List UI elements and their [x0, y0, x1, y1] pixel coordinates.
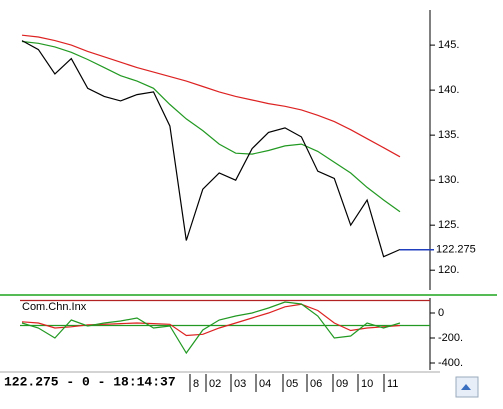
x-tick-label: 04 — [259, 378, 271, 390]
series-line — [21, 40, 401, 213]
series-line — [21, 40, 401, 258]
y-tick-label: 120. — [438, 264, 459, 276]
y-tick-label: 130. — [438, 174, 459, 186]
y-tick-label: 145. — [438, 39, 459, 51]
y-tick-label: 135. — [438, 129, 459, 141]
x-tick-label: 05 — [286, 378, 298, 390]
y-tick-label: 125. — [438, 219, 459, 231]
series-line — [21, 301, 401, 355]
y-tick-label: 140. — [438, 84, 459, 96]
y-tick-label: -200. — [438, 332, 463, 344]
y-tick-label: -400. — [438, 357, 463, 369]
status-text: 122.275 - 0 - 18:14:37 — [4, 374, 176, 389]
x-tick-label: 10 — [361, 378, 373, 390]
x-tick-label: 09 — [336, 378, 348, 390]
x-tick-label: 02 — [209, 378, 221, 390]
corner-icon-glyph — [461, 384, 471, 390]
indicator-title: Com.Chn.Inx — [22, 301, 87, 313]
x-tick-label: 8 — [193, 378, 199, 390]
x-tick-label: 06 — [310, 378, 322, 390]
y-tick-label: 0 — [438, 307, 444, 319]
series-line — [21, 34, 401, 158]
current-value-label: 122.275 — [436, 244, 476, 256]
x-tick-label: 03 — [234, 378, 246, 390]
x-tick-label: 11 — [387, 378, 398, 390]
